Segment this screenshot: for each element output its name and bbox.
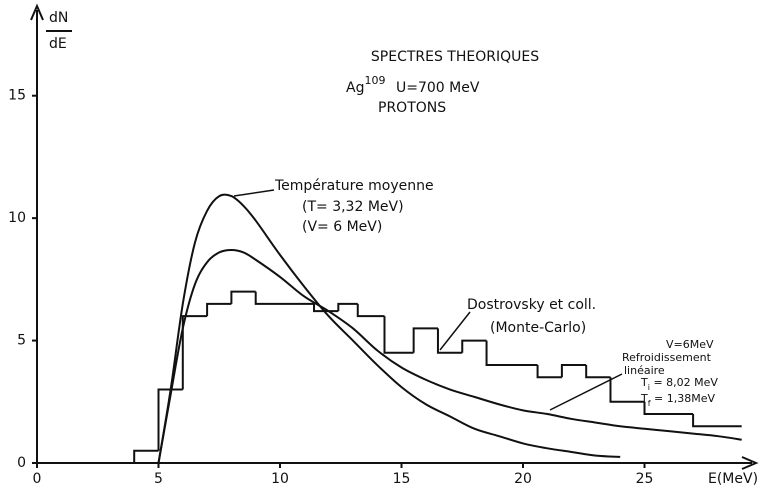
y-label-numerator: dN (49, 10, 68, 26)
symbol: T (640, 392, 648, 405)
annotation: (T= 3,32 MeV) (302, 199, 404, 215)
x-tick-label: 0 (33, 471, 42, 487)
x-tick-label: 5 (154, 471, 163, 487)
y-tick-label: 15 (8, 88, 26, 104)
histogram-bin (206, 302, 232, 317)
annotation: (V= 6 MeV) (302, 219, 382, 235)
y-tick-label: 5 (17, 333, 26, 349)
annotation: linéaire (624, 364, 665, 377)
y-axis-arrow (30, 3, 44, 21)
histogram-bin (157, 388, 183, 451)
value: = 8,02 MeV (650, 376, 718, 389)
chart-title: SPECTRES THEORIQUES (371, 49, 539, 65)
histogram-bin (609, 377, 645, 403)
x-label: E(MeV) (708, 471, 758, 487)
histogram-bin (585, 365, 611, 379)
histogram-bin (313, 303, 339, 313)
histogram-bin (485, 340, 538, 367)
annotation: Refroidissement (622, 351, 712, 364)
leader-line (439, 311, 471, 351)
particle: PROTONS (378, 100, 446, 116)
histogram-bin (536, 365, 562, 379)
annotation: (Monte-Carlo) (490, 320, 586, 336)
histogram-bin (560, 364, 587, 378)
subscript: i (648, 383, 650, 392)
x-tick-label: 15 (393, 471, 411, 487)
target-mass: 109 (364, 74, 385, 87)
histogram-bin (254, 291, 315, 305)
histogram-bin (461, 339, 487, 353)
x-tick-label: 20 (514, 471, 532, 487)
histogram-bin (383, 316, 414, 354)
target: Ag109 (346, 74, 385, 96)
curve (157, 248, 742, 464)
symbol: T (640, 376, 648, 389)
y-label-denominator: dE (49, 36, 67, 52)
x-tick-label: 25 (636, 471, 654, 487)
histogram-bin (412, 327, 438, 353)
histogram-bin (692, 414, 742, 428)
value: = 1,38MeV (651, 392, 716, 405)
histogram-bin (337, 302, 358, 312)
y-tick-label: 10 (8, 210, 26, 226)
histogram-bin (230, 290, 256, 304)
histogram-bin (133, 449, 159, 463)
histogram-bin (181, 315, 208, 390)
subscript: f (648, 399, 651, 408)
annotation: V=6MeV (666, 338, 714, 351)
leader-line (233, 189, 275, 197)
histogram-bin (643, 401, 694, 416)
annotation: Température moyenne (274, 178, 434, 194)
annotation: Ti = 8,02 MeV (640, 376, 718, 392)
y-tick-label: 0 (17, 455, 26, 471)
histogram-bin (356, 303, 385, 318)
annotation: Tf = 1,38MeV (640, 392, 716, 408)
curve (157, 193, 621, 464)
histogram-bin (436, 328, 463, 354)
x-tick-label: 10 (271, 471, 289, 487)
annotation: Dostrovsky et coll. (467, 297, 596, 313)
target-symbol: Ag (346, 80, 364, 96)
energy: U=700 MeV (396, 80, 480, 96)
x-axis-arrow (741, 456, 759, 470)
